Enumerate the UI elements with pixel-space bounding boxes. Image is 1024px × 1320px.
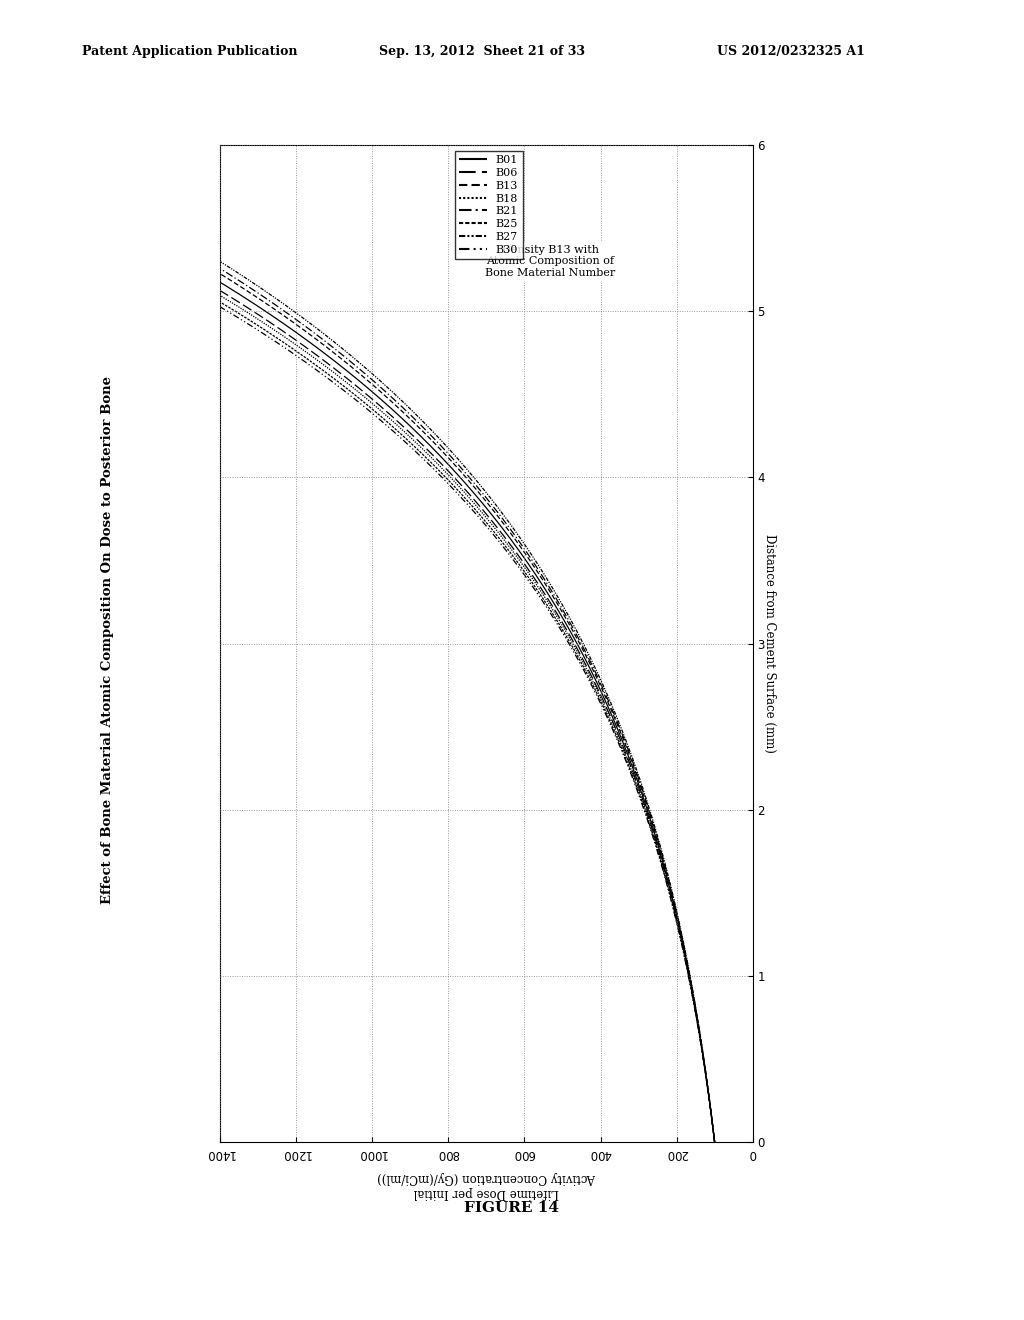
B13 — [709, 1134, 721, 1150]
Text: Sep. 13, 2012  Sheet 21 of 33: Sep. 13, 2012 Sheet 21 of 33 — [379, 45, 585, 58]
B01 — [627, 759, 639, 775]
B06 — [31, 187, 43, 203]
B30 — [646, 825, 658, 841]
B30 — [709, 1134, 721, 1150]
Line: B30: B30 — [0, 195, 715, 1142]
B01 — [648, 825, 660, 841]
B01 — [692, 1020, 705, 1036]
B18 — [692, 1020, 705, 1036]
Line: B06: B06 — [37, 195, 715, 1142]
Text: Effect of Bone Material Atomic Composition On Dose to Posterior Bone: Effect of Bone Material Atomic Compositi… — [101, 376, 114, 904]
B25 — [623, 759, 635, 775]
B21 — [442, 446, 455, 462]
B27 — [519, 539, 531, 554]
B25 — [421, 450, 433, 466]
B25 — [1, 187, 13, 203]
B18 — [503, 539, 515, 554]
B13 — [649, 825, 662, 841]
B06 — [647, 825, 659, 841]
B18 — [421, 446, 433, 462]
Line: B18: B18 — [25, 195, 715, 1142]
B30 — [497, 539, 509, 554]
B27 — [630, 759, 642, 775]
B01 — [50, 187, 62, 203]
B18 — [18, 187, 31, 203]
B21 — [693, 1020, 706, 1036]
B13 — [438, 446, 451, 462]
B13 — [628, 759, 640, 775]
B06 — [506, 539, 518, 554]
B18 — [426, 450, 438, 466]
Line: B25: B25 — [7, 195, 715, 1142]
B21 — [516, 539, 528, 554]
Line: B27: B27 — [102, 195, 715, 1142]
B27 — [452, 450, 464, 466]
B25 — [709, 1134, 721, 1150]
B30 — [692, 1020, 705, 1036]
B30 — [412, 446, 424, 462]
Text: Density B13 with
Atomic Composition of
Bone Material Number: Density B13 with Atomic Composition of B… — [485, 246, 615, 279]
B18 — [647, 825, 659, 841]
Text: Patent Application Publication: Patent Application Publication — [82, 45, 297, 58]
B13 — [692, 1020, 705, 1036]
B25 — [416, 446, 428, 462]
B21 — [629, 759, 641, 775]
B21 — [446, 450, 459, 466]
B01 — [709, 1134, 721, 1150]
B06 — [430, 450, 442, 466]
B27 — [447, 446, 460, 462]
B01 — [510, 539, 522, 554]
B27 — [650, 825, 663, 841]
B21 — [709, 1134, 721, 1150]
Line: B13: B13 — [76, 195, 715, 1142]
B25 — [692, 1020, 705, 1036]
B30 — [623, 759, 635, 775]
Legend: B01, B06, B13, B18, B21, B25, B27, B30: B01, B06, B13, B18, B21, B25, B27, B30 — [455, 150, 522, 259]
B21 — [650, 825, 663, 841]
B21 — [82, 187, 94, 203]
Line: B01: B01 — [56, 195, 715, 1142]
B06 — [709, 1134, 721, 1150]
B01 — [436, 450, 449, 466]
Y-axis label: Distance from Cement Surface (mm): Distance from Cement Surface (mm) — [763, 535, 776, 752]
B25 — [646, 825, 658, 841]
B13 — [70, 187, 82, 203]
B01 — [432, 446, 444, 462]
B27 — [96, 187, 109, 203]
B13 — [442, 450, 455, 466]
B27 — [709, 1134, 721, 1150]
B30 — [417, 450, 429, 466]
B18 — [624, 759, 636, 775]
Line: B21: B21 — [88, 195, 715, 1142]
B06 — [625, 759, 637, 775]
Text: US 2012/0232325 A1: US 2012/0232325 A1 — [717, 45, 864, 58]
B18 — [709, 1134, 721, 1150]
B13 — [514, 539, 526, 554]
B27 — [693, 1020, 706, 1036]
B06 — [425, 446, 437, 462]
X-axis label: Lifetime Dose per Initial
Activity Concentration (Gy/(mCi/ml)): Lifetime Dose per Initial Activity Conce… — [377, 1171, 596, 1199]
B25 — [500, 539, 512, 554]
B06 — [692, 1020, 705, 1036]
Text: FIGURE 14: FIGURE 14 — [465, 1201, 559, 1214]
